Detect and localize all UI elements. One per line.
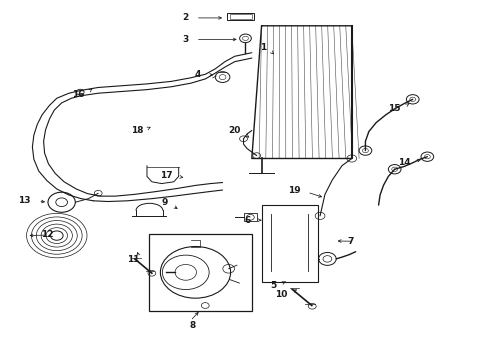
Text: 5: 5 <box>269 281 276 290</box>
Bar <box>149 234 251 311</box>
Text: 15: 15 <box>387 104 400 113</box>
Text: 18: 18 <box>130 126 143 135</box>
Text: 19: 19 <box>287 185 300 194</box>
Text: 7: 7 <box>346 237 352 246</box>
Bar <box>229 14 251 19</box>
Bar <box>227 13 254 21</box>
Text: 10: 10 <box>274 290 287 299</box>
Bar <box>261 205 317 282</box>
Text: 3: 3 <box>182 35 188 44</box>
Text: 8: 8 <box>189 321 196 330</box>
Text: 13: 13 <box>19 196 31 205</box>
Text: 20: 20 <box>228 126 240 135</box>
Text: 14: 14 <box>397 158 409 167</box>
Text: 12: 12 <box>41 230 53 239</box>
Text: 11: 11 <box>127 255 140 264</box>
Text: 1: 1 <box>260 43 266 52</box>
Text: 9: 9 <box>161 198 167 207</box>
Text: 17: 17 <box>160 171 172 180</box>
Text: 6: 6 <box>244 216 250 225</box>
Bar <box>244 213 256 221</box>
Text: 16: 16 <box>72 90 84 99</box>
Text: 2: 2 <box>182 13 188 22</box>
Text: 4: 4 <box>194 71 200 80</box>
